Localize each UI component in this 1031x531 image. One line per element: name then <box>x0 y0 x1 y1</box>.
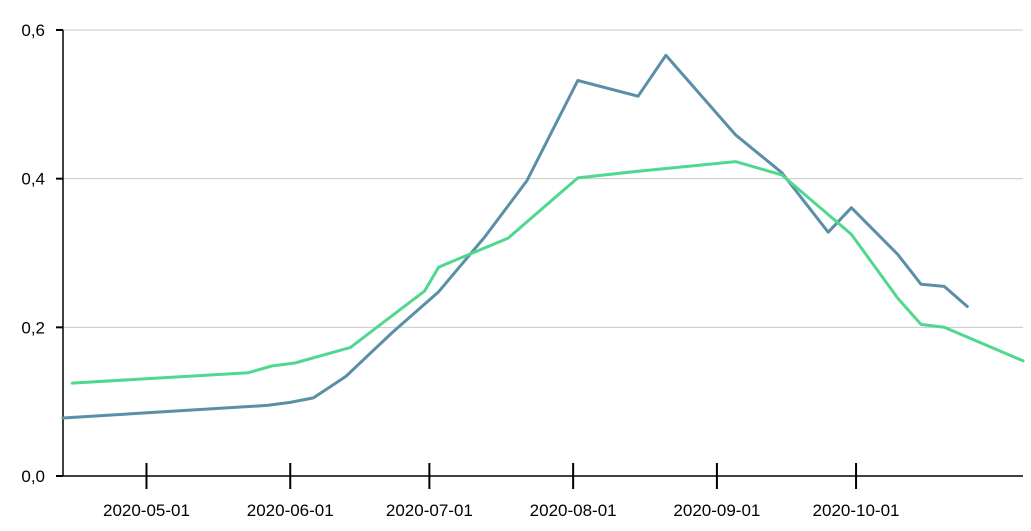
series-line-0 <box>61 53 969 420</box>
series-lines <box>61 53 1025 420</box>
y-tick-label-2: 0,4 <box>21 170 45 189</box>
y-tick-label-3: 0,6 <box>21 21 45 40</box>
y-axis-ticks: 0,0 0,2 0,4 0,6 <box>21 21 63 486</box>
series-line-1 <box>70 160 1025 385</box>
y-tick-label-0: 0,0 <box>21 467 45 486</box>
x-tick-label-4: 2020-09-01 <box>673 501 760 520</box>
x-tick-label-1: 2020-06-01 <box>247 501 334 520</box>
x-axis-ticks: 2020-05-01 2020-06-01 2020-07-01 2020-08-01… <box>103 463 900 520</box>
x-tick-label-3: 2020-08-01 <box>530 501 617 520</box>
x-tick-label-2: 2020-07-01 <box>386 501 473 520</box>
gridlines <box>63 29 1023 328</box>
y-tick-label-1: 0,2 <box>21 318 45 337</box>
x-tick-label-0: 2020-05-01 <box>103 501 190 520</box>
x-tick-label-5: 2020-10-01 <box>813 501 900 520</box>
axes <box>62 30 1023 477</box>
